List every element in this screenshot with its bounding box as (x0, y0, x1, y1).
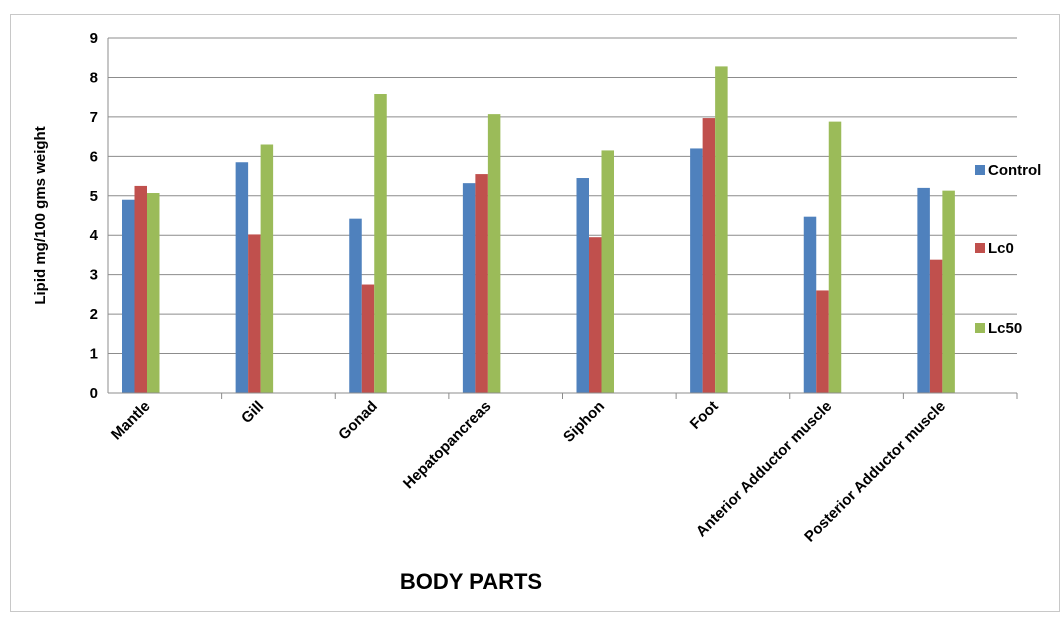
bar-lc0 (475, 174, 488, 393)
axes (107, 38, 1018, 399)
bar-lc0 (248, 234, 261, 393)
x-axis-title: BODY PARTS (400, 569, 542, 594)
bar-lc0 (361, 284, 375, 393)
y-axis-title: Lipid mg/100 gms weight (32, 126, 49, 304)
bar-lc50 (374, 94, 387, 393)
bar-control (349, 218, 362, 393)
x-tick-label: Hepatopancreas (400, 398, 495, 493)
legend-label-lc0: Lc0 (988, 240, 1014, 257)
legend-swatch-lc0 (975, 243, 985, 253)
bar-lc50 (942, 190, 955, 393)
bar-control (235, 162, 249, 393)
y-tick-label: 4 (90, 227, 99, 244)
bar-lc50 (487, 114, 501, 393)
bar-control (122, 199, 135, 393)
y-tick-label: 5 (90, 188, 98, 205)
chart-frame: 0 1 2 3 4 5 6 7 8 9 Mantle Gill Gonad Hepatopancreas… (10, 14, 1060, 612)
y-tick-label: 6 (90, 148, 98, 165)
legend-swatch-lc50 (975, 323, 985, 333)
x-tick-label: Siphon (560, 398, 608, 446)
y-tick-label: 1 (90, 346, 98, 363)
bar-lc0 (589, 237, 602, 393)
x-tick-label: Foot (687, 398, 722, 433)
bar-lc50 (715, 66, 728, 394)
x-tick-label: Gill (238, 398, 267, 427)
legend-swatch-control (975, 165, 985, 175)
bar-control (690, 148, 703, 393)
legend-label-lc50: Lc50 (988, 320, 1022, 337)
legend: Control Lc0 Lc50 (975, 162, 1041, 337)
bar-lc50 (147, 193, 160, 393)
x-tick-label: Gonad (335, 398, 381, 444)
y-tick-labels: 0 1 2 3 4 5 6 7 8 9 (90, 30, 99, 402)
bar-lc0 (929, 259, 943, 393)
bar-control (917, 187, 930, 393)
y-tick-label: 0 (90, 385, 98, 402)
y-tick-label: 3 (90, 267, 98, 284)
bar-control (576, 178, 589, 393)
bar-lc50 (260, 144, 274, 393)
x-tick-label: Mantle (108, 398, 154, 444)
bar-lc50 (828, 121, 842, 393)
bar-chart: 0 1 2 3 4 5 6 7 8 9 Mantle Gill Gonad Hepatopancreas… (32, 30, 1041, 594)
bar-lc0 (816, 290, 829, 393)
x-tick-label: Anterior Adductor muscle (693, 398, 835, 540)
bar-lc0 (134, 185, 147, 393)
y-tick-label: 2 (90, 306, 98, 323)
bar-lc50 (601, 150, 614, 393)
bar-lc0 (702, 118, 716, 394)
y-tick-label: 8 (90, 69, 98, 86)
bar-control (803, 216, 817, 393)
legend-label-control: Control (988, 162, 1041, 179)
y-tick-label: 7 (90, 109, 98, 126)
y-tick-label: 9 (90, 30, 98, 47)
bars (122, 66, 955, 394)
x-tick-labels: Mantle Gill Gonad Hepatopancreas Siphon FootA… (108, 398, 949, 546)
bar-control (462, 183, 476, 393)
